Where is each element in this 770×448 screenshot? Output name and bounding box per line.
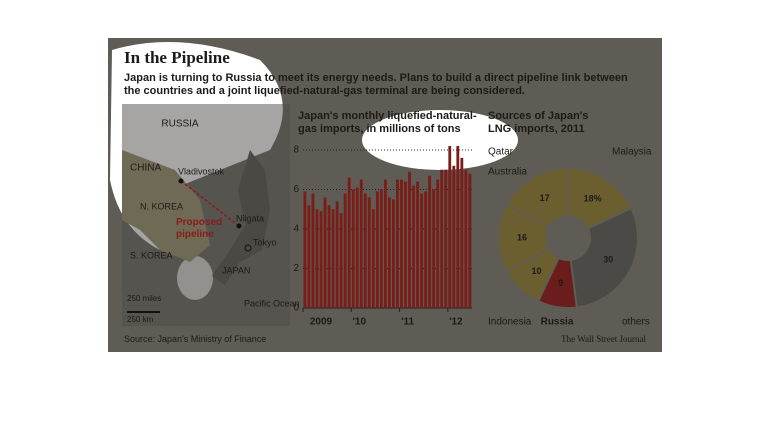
bar <box>311 193 315 308</box>
legend-label: Malaysia <box>612 147 652 158</box>
pie-slice <box>569 206 639 309</box>
bar <box>412 185 415 308</box>
value-label: 18% <box>584 194 602 204</box>
pie-chart-title: Sources of Japan's LNG imports, 2011 <box>488 110 589 135</box>
bar <box>379 189 383 308</box>
bar <box>339 213 343 308</box>
map-label: Proposed pipeline <box>176 217 222 240</box>
bar <box>383 179 387 308</box>
bar <box>351 189 355 308</box>
value-label: 9 <box>558 278 563 288</box>
bar <box>424 191 428 308</box>
map-label: Tokyo <box>253 237 277 247</box>
bar <box>315 209 319 308</box>
subtitle: Japan is turning to Russia to meet its e… <box>124 72 628 97</box>
value-label: 30 <box>603 255 613 265</box>
bar <box>335 201 339 308</box>
x-tick-label: '12 <box>449 317 463 328</box>
bar <box>420 193 424 308</box>
bar <box>375 191 379 308</box>
bar <box>444 169 448 308</box>
bar <box>319 211 323 308</box>
source: Source: Japan's Ministry of Finance <box>124 334 267 344</box>
y-tick-label: 6 <box>293 184 299 195</box>
bar <box>388 197 391 308</box>
map-label: RUSSIA <box>161 119 199 130</box>
x-tick-label: '10 <box>353 317 367 328</box>
y-tick-label: 4 <box>293 224 299 235</box>
y-tick-label: 8 <box>293 145 299 156</box>
y-tick-label: 0 <box>293 303 299 314</box>
value-label: 10 <box>532 266 542 276</box>
map-label: 250 km <box>127 315 154 324</box>
bar <box>347 177 351 308</box>
legend-label: Australia <box>488 167 527 178</box>
bar <box>371 209 375 308</box>
bar <box>428 175 432 308</box>
bar <box>396 179 399 308</box>
credit: The Wall Street Journal <box>561 334 646 344</box>
pie-slice <box>505 166 569 229</box>
bar <box>432 189 436 308</box>
bar <box>400 179 403 308</box>
bar <box>327 205 331 308</box>
legend-label: Qatar <box>488 147 514 158</box>
bar <box>468 173 472 308</box>
bar <box>323 197 327 308</box>
bar <box>359 179 363 308</box>
x-tick-label: 2009 <box>310 317 333 328</box>
bar <box>355 187 359 308</box>
bar <box>367 197 371 308</box>
legend-label: Indonesia <box>488 317 532 328</box>
map <box>122 104 290 326</box>
pie-slice <box>567 166 633 230</box>
bar <box>303 191 307 308</box>
title: In the Pipeline <box>124 48 230 67</box>
map-label: Pacific Ocean <box>244 298 300 308</box>
bar <box>456 146 460 308</box>
bar <box>331 209 335 308</box>
bar <box>464 169 468 308</box>
map-label: Niigata <box>236 213 264 223</box>
map-label: Vladivostok <box>178 166 225 176</box>
bar <box>408 171 411 308</box>
bar <box>392 199 395 308</box>
bar <box>460 157 464 308</box>
map-label: N. KOREA <box>140 201 183 211</box>
value-label: 17 <box>540 193 550 203</box>
legend-label: others <box>622 317 650 328</box>
bar <box>363 193 367 308</box>
x-tick-label: '11 <box>401 317 414 328</box>
map-label: S. KOREA <box>130 250 173 260</box>
bar <box>416 181 419 308</box>
legend-label: Russia <box>541 317 574 328</box>
map-label: CHINA <box>130 163 161 174</box>
value-label: 16 <box>517 232 527 242</box>
map-label: JAPAN <box>222 265 250 275</box>
bar <box>307 205 311 308</box>
bar <box>436 179 440 308</box>
bar-chart-title: Japan's monthly liquefied-natural-gas im… <box>298 110 477 135</box>
map-label: 250 miles <box>127 294 161 303</box>
bar <box>448 146 452 308</box>
bar <box>452 165 456 308</box>
bar <box>404 181 407 308</box>
y-tick-label: 2 <box>293 263 299 274</box>
bar <box>440 169 444 308</box>
bar <box>343 193 347 308</box>
